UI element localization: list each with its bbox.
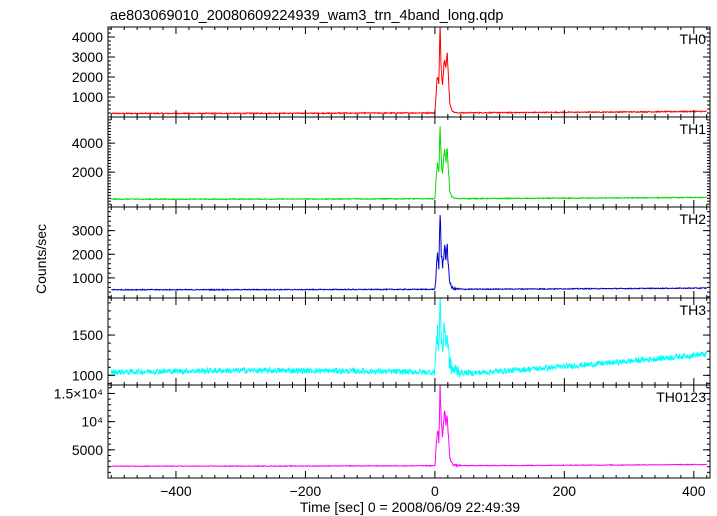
y-tick-label: 2000: [72, 69, 103, 85]
panels: TH01000200030004000TH120004000TH21000200…: [54, 24, 710, 499]
y-tick-label: 1500: [72, 327, 103, 343]
y-tick-label: 1000: [72, 367, 103, 383]
y-tick-label: 2000: [72, 164, 103, 180]
series-line-th1: [111, 126, 707, 199]
y-tick-label: 1000: [72, 89, 103, 105]
x-tick-label: −400: [160, 483, 192, 499]
panel-frame: [108, 207, 710, 298]
series-line-th2: [111, 215, 707, 290]
panel-th0123: TH0123 5000 10⁴ 1.5×10⁴ −400 −200 0 200 400: [54, 381, 710, 499]
series-line-th3: [111, 296, 707, 378]
chart-title: ae803069010_20080609224939_wam3_trn_4ban…: [110, 8, 503, 24]
panel-frame: [108, 117, 710, 207]
panel-frame: [108, 385, 710, 478]
x-tick-label: 0: [431, 483, 439, 499]
x-axis-label: Time [sec] 0 = 2008/06/09 22:49:39: [300, 499, 520, 515]
panel-th3: TH3 1000 1500: [72, 296, 710, 385]
y-tick-label: 5000: [72, 442, 103, 458]
y-tick-label: 10⁴: [81, 414, 103, 430]
series-line-th0123: [111, 381, 707, 467]
x-tick-label: 400: [682, 483, 706, 499]
y-tick-label: 1.5×10⁴: [54, 385, 103, 401]
y-tick-label: 2000: [72, 246, 103, 262]
x-tick-label: −200: [290, 483, 322, 499]
panel-label: TH3: [680, 302, 707, 318]
y-tick-label: 4000: [72, 29, 103, 45]
panel-frame: [108, 27, 710, 117]
panel-th1: TH1 2000 4000: [72, 117, 710, 207]
y-tick-label: 3000: [72, 223, 103, 239]
panel-label: TH1: [680, 121, 707, 137]
panel-label: TH0: [680, 31, 707, 47]
panel-label: TH0123: [656, 389, 706, 405]
y-tick-label: 3000: [72, 49, 103, 65]
series-line-th0: [111, 24, 707, 114]
y-axis-label: Counts/sec: [33, 224, 49, 294]
panel-th2: TH2 1000 2000 3000: [72, 207, 710, 298]
x-tick-label: 200: [553, 483, 577, 499]
panel-label: TH2: [680, 211, 707, 227]
panel-th0: TH0 1000 2000 3000 4000: [72, 24, 710, 117]
y-tick-label: 4000: [72, 135, 103, 151]
y-tick-label: 1000: [72, 270, 103, 286]
